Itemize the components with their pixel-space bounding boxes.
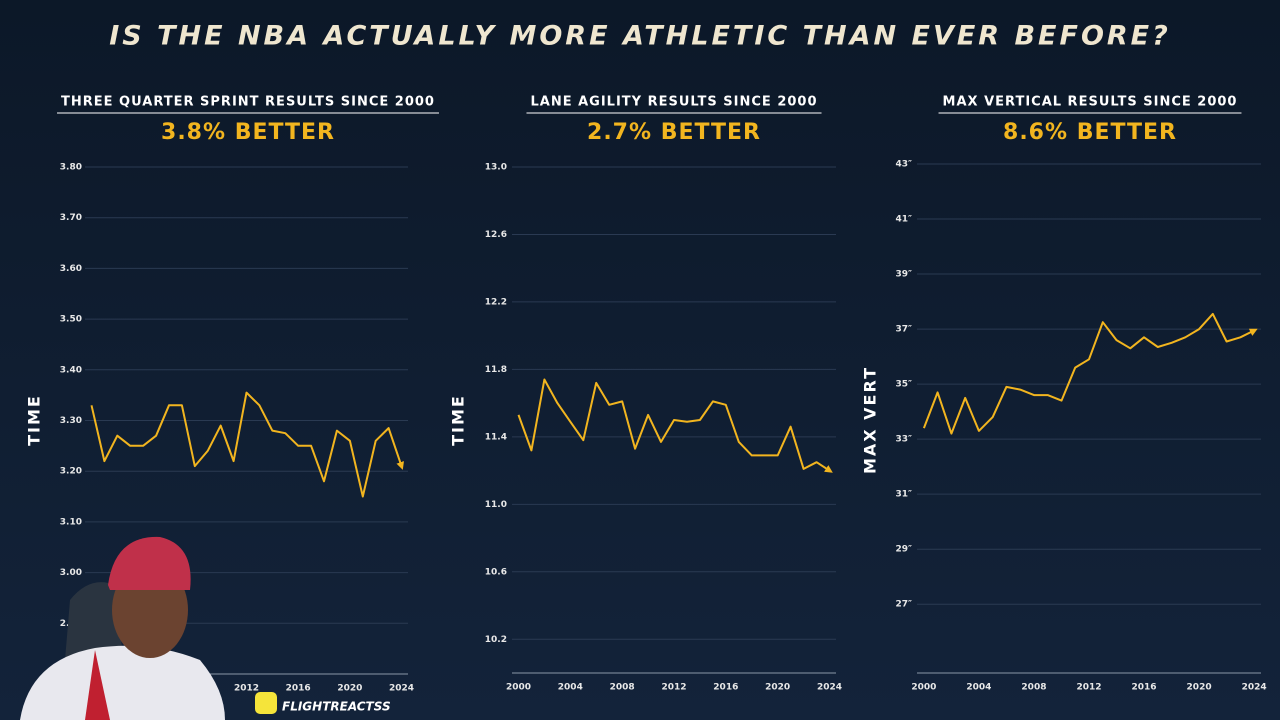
x-tick-label: 2016 (713, 683, 738, 693)
x-tick-label: 2012 (234, 684, 259, 694)
x-tick-label: 2004 (558, 683, 583, 693)
y-axis-label: TIME (449, 394, 468, 446)
y-tick-label: 13.0 (485, 163, 507, 173)
y-axis-label: TIME (25, 394, 44, 446)
data-line (90, 391, 405, 498)
y-tick-label: 3.70 (60, 213, 82, 223)
bandana (108, 536, 191, 590)
y-tick-label: 39″ (895, 270, 912, 280)
y-tick-label: 29″ (895, 545, 912, 555)
x-tick-label: 2008 (610, 683, 635, 693)
streamer-cam (20, 536, 225, 720)
y-tick-label: 11.0 (485, 500, 507, 510)
y-tick-label: 41″ (895, 215, 912, 225)
x-tick-label: 2020 (337, 684, 362, 694)
y-tick-label: 10.6 (485, 567, 507, 577)
x-tick-label: 2024 (1242, 683, 1267, 693)
y-tick-label: 3.00 (60, 568, 82, 578)
chart-subtitle: 2.7% BETTER (587, 120, 761, 145)
y-tick-label: 27″ (895, 600, 912, 610)
page-title: IS THE NBA ACTUALLY MORE ATHLETIC THAN E… (109, 21, 1171, 52)
x-tick-label: 2000 (506, 683, 531, 693)
x-tick-label: 2004 (966, 683, 991, 693)
social-bar: FLIGHTREACTSS (255, 692, 391, 714)
y-tick-label: 10.2 (485, 635, 507, 645)
x-tick-label: 2012 (1076, 683, 1101, 693)
y-tick-label: 12.6 (485, 230, 507, 240)
y-axis-label: MAX VERT (861, 366, 880, 474)
y-tick-label: 3.40 (60, 365, 82, 375)
x-tick-label: 2008 (1021, 683, 1046, 693)
x-tick-label: 2012 (661, 683, 686, 693)
x-tick-label: 2020 (765, 683, 790, 693)
y-tick-label: 3.80 (60, 163, 82, 173)
chart-subtitle: 3.8% BETTER (161, 120, 335, 145)
x-tick-label: 2020 (1187, 683, 1212, 693)
y-tick-label: 3.10 (60, 517, 82, 527)
y-tick-label: 11.8 (485, 365, 507, 375)
y-tick-label: 35″ (895, 380, 912, 390)
snapchat-icon (255, 692, 277, 714)
data-line (517, 378, 833, 473)
y-tick-label: 3.20 (60, 467, 82, 477)
shirt (20, 645, 225, 720)
y-tick-label: 3.30 (60, 416, 82, 426)
chart-title: THREE QUARTER SPRINT RESULTS SINCE 2000 (61, 95, 435, 110)
x-tick-label: 2024 (389, 684, 414, 694)
shirt-trim (85, 650, 110, 720)
handle: FLIGHTREACTSS (282, 700, 391, 714)
chart-title: MAX VERTICAL RESULTS SINCE 2000 (943, 95, 1238, 110)
y-tick-label: 3.60 (60, 264, 82, 274)
y-tick-label: 11.4 (485, 432, 507, 442)
x-tick-label: 2024 (817, 683, 842, 693)
y-tick-label: 43″ (895, 160, 912, 170)
y-tick-label: 37″ (895, 325, 912, 335)
chart-subtitle: 8.6% BETTER (1003, 120, 1177, 145)
y-tick-label: 12.2 (485, 297, 507, 307)
y-tick-label: 3.50 (60, 315, 82, 325)
x-tick-label: 2000 (911, 683, 936, 693)
data-line (922, 312, 1258, 435)
y-tick-label: 31″ (895, 490, 912, 500)
y-tick-label: 33″ (895, 435, 912, 445)
x-tick-label: 2016 (1132, 683, 1157, 693)
chart-title: LANE AGILITY RESULTS SINCE 2000 (530, 95, 817, 110)
x-tick-label: 2016 (286, 684, 311, 694)
